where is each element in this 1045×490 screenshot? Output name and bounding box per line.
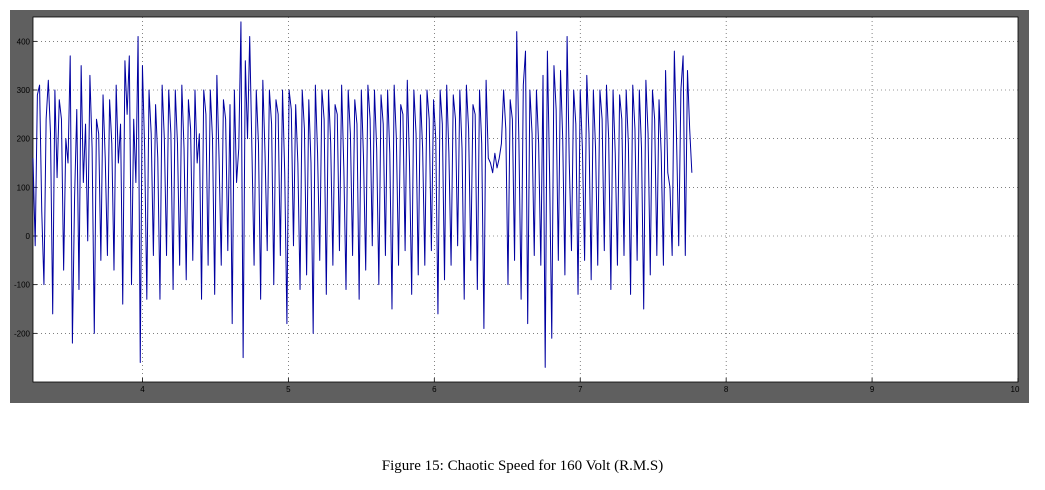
x-tick-label: 6	[432, 385, 437, 394]
y-tick-label: 200	[17, 135, 31, 144]
x-tick-label: 5	[286, 385, 291, 394]
x-tick-label: 7	[578, 385, 583, 394]
speed-chart: 4 5 6 7 8 9 10 -200 -100 0 100 200 300 400	[14, 16, 1020, 394]
signal-layer	[32, 21, 693, 368]
y-tick-label: 0	[26, 232, 31, 241]
y-tick-label: -200	[14, 329, 31, 338]
axis-ticks: 4 5 6 7 8 9 10 -200 -100 0 100 200 300 400	[14, 37, 1020, 394]
y-tick-label: 400	[17, 37, 31, 46]
figure-caption: Figure 15: Chaotic Speed for 160 Volt (R…	[381, 458, 664, 474]
x-tick-label: 10	[1011, 385, 1020, 394]
x-tick-label: 8	[724, 385, 729, 394]
grid-lines	[33, 17, 1018, 382]
y-tick-label: 300	[17, 86, 31, 95]
x-tick-label: 4	[140, 385, 145, 394]
y-tick-label: -100	[14, 281, 31, 290]
x-tick-label: 9	[870, 385, 875, 394]
speed-trace-line	[32, 21, 693, 368]
y-tick-label: 100	[17, 183, 31, 192]
